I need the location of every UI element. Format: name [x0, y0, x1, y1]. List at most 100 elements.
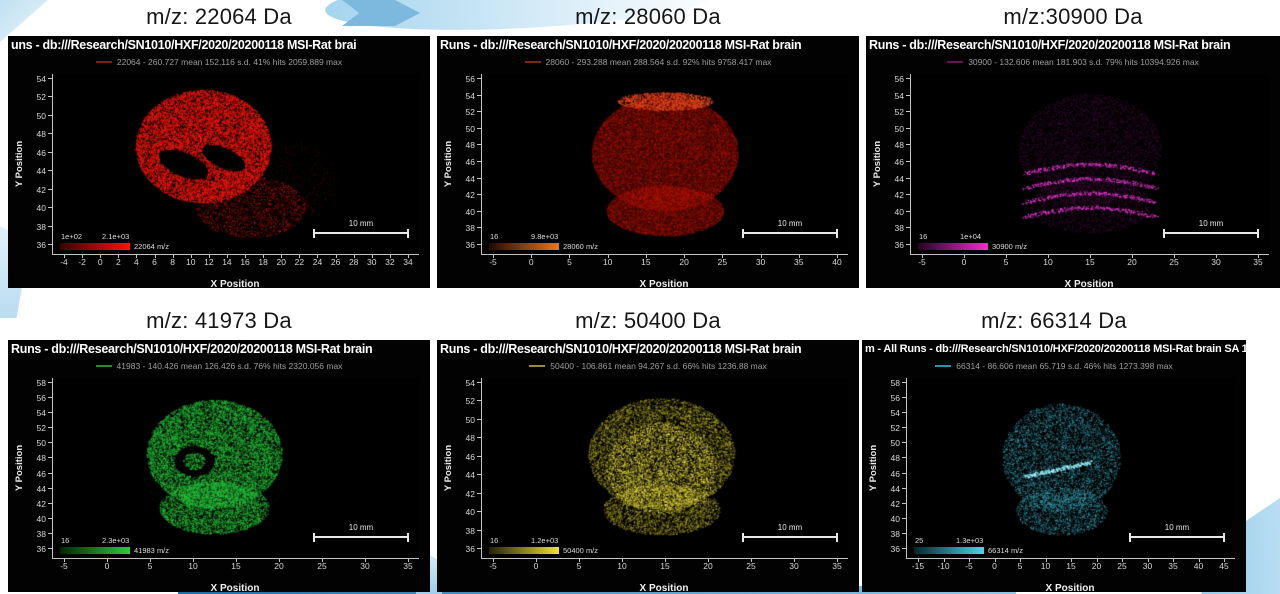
- y-tick-mark: [906, 227, 910, 229]
- x-tick-mark: [236, 558, 237, 562]
- scale-bar-line: [742, 229, 838, 238]
- plot-area[interactable]: 16 9.8e+03 28060 m/z 10 mm: [481, 74, 848, 255]
- y-tick-label: 42: [36, 184, 46, 195]
- colorbar-gradient: [914, 547, 984, 554]
- window-titlebar[interactable]: Runs - db:///Research/SN1010/HXF/2020/20…: [869, 38, 1231, 52]
- x-axis-label: X Position: [639, 279, 689, 288]
- y-tick-label: 58: [890, 378, 900, 388]
- x-tick-mark: [1174, 254, 1175, 258]
- x-tick-mark: [1258, 254, 1259, 258]
- msi-panel: m/z:30900 Da Runs - db:///Research/SN101…: [866, 2, 1280, 288]
- x-tick-label: 45: [1219, 561, 1229, 571]
- x-tick-mark: [150, 558, 151, 562]
- y-tick-mark: [48, 133, 52, 135]
- x-tick-mark: [1020, 558, 1021, 562]
- plot-area[interactable]: 16 2.3e+03 41983 m/z 10 mm: [52, 378, 419, 559]
- y-tick-label: 44: [465, 173, 475, 184]
- y-tick-mark: [477, 244, 481, 245]
- x-tick-label: 35: [403, 561, 413, 571]
- y-tick-label: 44: [890, 483, 900, 494]
- x-tick-mark: [1224, 558, 1225, 562]
- plot-area[interactable]: 16 1.2e+03 50400 m/z 10 mm: [481, 378, 848, 559]
- y-tick-mark: [902, 397, 906, 399]
- x-tick-label: 35: [832, 561, 842, 571]
- x-tick-label: 35: [794, 257, 804, 267]
- legend-text: 41983 - 140.426 mean 126.426 s.d. 76% hi…: [116, 361, 343, 371]
- window-titlebar[interactable]: Runs - db:///Research/SN1010/HXF/2020/20…: [11, 342, 373, 356]
- y-tick-mark: [906, 177, 910, 179]
- y-tick-mark: [48, 472, 52, 474]
- y-tick-label: 46: [894, 157, 904, 167]
- x-tick-mark: [760, 254, 762, 258]
- x-tick-label: 20: [1091, 561, 1102, 571]
- colorbar-min: 25: [915, 536, 924, 545]
- y-tick-mark: [48, 532, 52, 534]
- x-tick-label: 28: [348, 257, 359, 267]
- x-tick-label: 25: [746, 561, 756, 571]
- x-tick-label: 30: [367, 257, 377, 267]
- legend-dash-icon: [529, 365, 546, 367]
- x-tick-label: -10: [937, 561, 950, 571]
- x-tick-mark: [1006, 254, 1007, 258]
- y-tick-label: 40: [894, 206, 904, 217]
- x-tick-mark: [299, 254, 301, 258]
- x-tick-label: 15: [231, 561, 241, 571]
- x-tick-mark: [1090, 254, 1091, 258]
- window-titlebar[interactable]: uns - db:///Research/SN1010/HXF/2020/202…: [11, 38, 357, 52]
- x-tick-label: 0: [528, 257, 534, 267]
- x-axis-label: X Position: [639, 583, 689, 592]
- colorbar-max: 1.2e+03: [531, 536, 559, 545]
- y-tick-label: 36: [890, 544, 900, 554]
- y-tick-label: 38: [890, 528, 900, 539]
- y-tick-mark: [906, 210, 910, 212]
- y-tick-label: 36: [465, 544, 475, 554]
- y-tick-label: 50: [36, 438, 46, 449]
- x-tick-mark: [107, 558, 108, 562]
- y-tick-mark: [477, 529, 481, 531]
- window-titlebar[interactable]: Runs - db:///Research/SN1010/HXF/2020/20…: [440, 38, 802, 52]
- colorbar-max: 9.8e+03: [531, 232, 559, 241]
- scale-bar-label: 10 mm: [348, 219, 374, 228]
- y-tick-mark: [48, 457, 52, 459]
- x-tick-mark: [64, 558, 65, 562]
- y-tick-label: 44: [894, 173, 904, 184]
- scale-bar-label: 10 mm: [777, 219, 803, 228]
- plot-area[interactable]: 25 1.3e+03 66314 m/z 10 mm: [906, 378, 1235, 559]
- window-titlebar[interactable]: m - All Runs - db:///Research/SN1010/HXF…: [865, 343, 1246, 355]
- plot-area[interactable]: 1e+02 2.1e+03 22064 m/z 10 mm: [52, 74, 419, 255]
- panel-title: m/z: 41973 Da: [146, 308, 292, 333]
- scale-bar: 10 mm: [1163, 219, 1259, 238]
- x-tick-mark: [569, 254, 571, 258]
- y-tick-label: 40: [36, 513, 46, 524]
- colorbar: 1e+02 2.1e+03 22064 m/z: [60, 232, 220, 251]
- y-tick-mark: [477, 161, 481, 162]
- panel-title: m/z: 22064 Da: [146, 4, 292, 29]
- x-tick-mark: [536, 558, 537, 562]
- y-tick-mark: [477, 194, 481, 196]
- y-tick-mark: [477, 94, 481, 96]
- y-tick-mark: [477, 177, 481, 179]
- x-tick-label: 25: [1169, 257, 1179, 267]
- y-tick-label: 40: [465, 206, 475, 217]
- x-tick-label: 30: [755, 257, 766, 267]
- scale-bar-line: [313, 229, 409, 238]
- window-titlebar[interactable]: Runs - db:///Research/SN1010/HXF/2020/20…: [440, 342, 802, 356]
- y-tick-label: 38: [465, 525, 475, 536]
- x-tick-label: 20: [274, 561, 284, 571]
- y-tick-mark: [477, 111, 481, 113]
- y-tick-mark: [477, 382, 481, 383]
- x-tick-mark: [722, 254, 724, 258]
- x-tick-label: -5: [918, 257, 926, 267]
- y-tick-label: 54: [36, 408, 46, 419]
- y-tick-mark: [477, 418, 481, 420]
- y-tick-label: 46: [465, 451, 475, 462]
- scale-bar-line: [313, 533, 409, 542]
- scale-bar-label: 10 mm: [1164, 523, 1190, 532]
- x-tick-mark: [665, 558, 666, 562]
- x-tick-mark: [1122, 558, 1123, 562]
- y-tick-label: 44: [36, 166, 46, 177]
- y-tick-label: 50: [894, 123, 904, 134]
- x-tick-label: 30: [1211, 257, 1221, 267]
- plot-area[interactable]: 16 1e+04 30900 m/z 10 mm: [910, 74, 1269, 255]
- colorbar-max: 2.1e+03: [102, 232, 130, 241]
